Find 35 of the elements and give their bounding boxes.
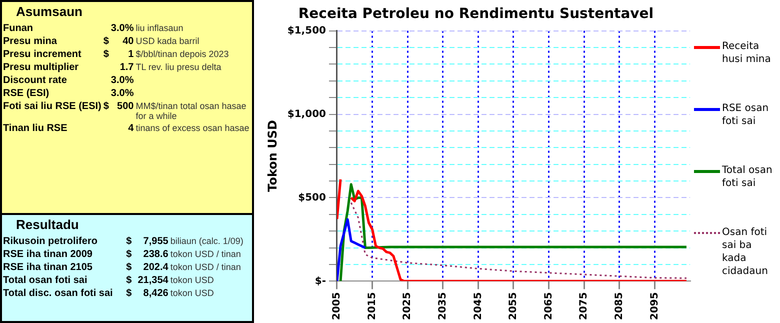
text: RSE (ESI) 3.0% — [3, 88, 134, 99]
text: Total osan foti sai $ 21,354 tokon USD — [3, 275, 214, 286]
text: Funan 3.0% liu inflasaun — [3, 23, 184, 34]
x-tick-label: 2095 — [649, 292, 660, 320]
legend-label: Receita husi mina — [722, 40, 772, 66]
x-tick-label: 2075 — [578, 292, 590, 320]
x-tick-label: 2005 — [332, 292, 343, 320]
text: RSE iha tinan 2105 $ 202.4 tokon USD / tinan — [3, 262, 241, 273]
text: Presu multiplier 1.7 TL rev. liu presu delta — [3, 62, 222, 73]
legend-label: Osan foti sai ba kada cidadaun — [722, 226, 769, 278]
text: Discount rate 3.0% — [3, 75, 134, 86]
text: Asumsaun — [16, 4, 84, 19]
y-tick-label: $1,000 — [287, 108, 326, 120]
line-series — [350, 202, 688, 279]
y-tick-label: $500 — [298, 192, 326, 204]
text: Rikusoin petrolifero $ 7,955 biliaun (calc. 1/09) — [3, 236, 244, 247]
x-tick-label: 2085 — [614, 292, 625, 320]
text: Tinan liu RSE 4 tinans of excess osan hasae — [3, 123, 250, 134]
x-tick-label: 2035 — [437, 292, 448, 320]
legend-label: RSE osan foti sai — [722, 102, 770, 128]
y-tick-label: $1,500 — [287, 25, 326, 36]
text: Presu increment $ 1 $/bbl/tinan depois 2023 — [3, 49, 229, 60]
y-tick-label: $- — [314, 276, 326, 287]
text: Presu mina $ 40 USD kada barril — [3, 36, 200, 47]
x-tick-label: 2065 — [543, 292, 554, 320]
text: Resultadu — [16, 217, 80, 232]
legend-label: Total osan foti sai — [722, 164, 774, 190]
x-tick-label: 2025 — [402, 292, 414, 320]
text: Total disc. osan foti sai $ 8,426 tokon USD — [3, 288, 214, 299]
x-tick-label: 2045 — [472, 292, 484, 320]
chart-title: Receita Petroleu no Rendimentu Sustentavel — [298, 6, 654, 22]
x-tick-label: 2015 — [366, 292, 378, 320]
text: RSE iha tinan 2009 $ 238.6 tokon USD / tinan — [3, 249, 241, 260]
x-tick-label: 2055 — [508, 292, 520, 320]
y-axis-title: Tokon USD — [265, 120, 280, 192]
